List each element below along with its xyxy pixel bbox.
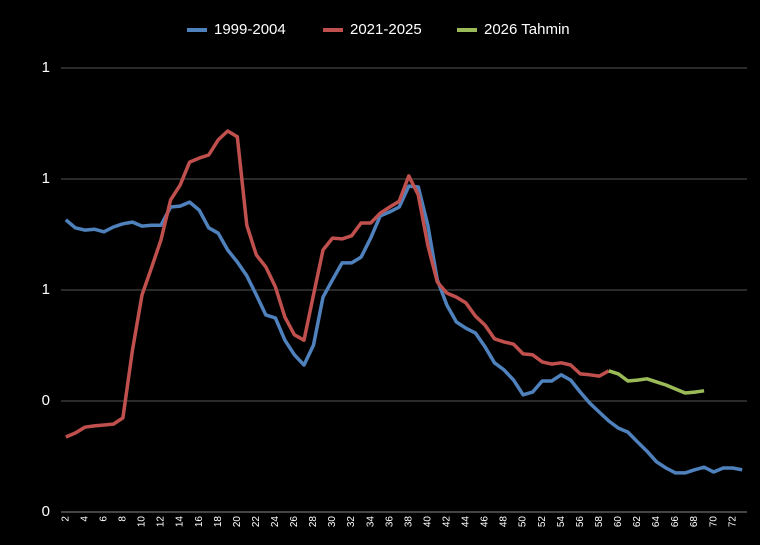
legend-label: 1999-2004: [214, 21, 286, 38]
x-tick-label: 24: [270, 516, 281, 528]
x-tick-label: 70: [708, 516, 719, 528]
x-tick-label: 34: [365, 516, 376, 528]
y-tick-label: 1: [42, 170, 50, 187]
y-tick-label: 0: [42, 503, 50, 520]
x-tick-label: 4: [79, 516, 90, 522]
x-tick-label: 26: [289, 516, 300, 528]
x-tick-label: 16: [194, 516, 205, 528]
x-tick-label: 36: [384, 516, 395, 528]
y-tick-label: 1: [42, 59, 50, 76]
x-tick-label: 18: [213, 516, 224, 528]
y-tick-label: 1: [42, 281, 50, 298]
legend-label: 2021-2025: [350, 21, 422, 38]
x-tick-label: 64: [651, 516, 662, 528]
x-tick-label: 62: [632, 516, 643, 528]
x-tick-label: 46: [480, 516, 491, 528]
x-tick-label: 38: [403, 516, 414, 528]
x-tick-label: 10: [137, 516, 148, 528]
x-tick-label: 40: [422, 516, 433, 528]
x-tick-label: 54: [556, 516, 567, 528]
data-line: [64, 184, 743, 475]
x-tick-label: 52: [537, 516, 548, 528]
x-tick-label: 20: [232, 516, 243, 528]
x-tick-label: 58: [594, 516, 605, 528]
x-tick-label: 6: [99, 516, 110, 522]
x-tick-label: 8: [118, 516, 129, 522]
x-tick-label: 48: [499, 516, 510, 528]
x-tick-label: 32: [346, 516, 357, 528]
x-tick-label: 44: [461, 516, 472, 528]
x-tick-label: 22: [251, 516, 262, 528]
legend-label: 2026 Tahmin: [484, 21, 570, 38]
data-line: [65, 129, 610, 439]
x-tick-label: 66: [670, 516, 681, 528]
x-tick-label: 14: [175, 516, 186, 528]
x-tick-label: 42: [442, 516, 453, 528]
x-tick-label: 60: [613, 516, 624, 528]
x-tick-label: 68: [689, 516, 700, 528]
data-line: [608, 369, 705, 395]
x-tick-label: 12: [156, 516, 167, 528]
x-tick-label: 72: [727, 516, 738, 528]
y-tick-label: 0: [42, 392, 50, 409]
x-tick-label: 28: [308, 516, 319, 528]
x-tick-label: 30: [327, 516, 338, 528]
x-tick-label: 50: [518, 516, 529, 528]
x-tick-label: 56: [575, 516, 586, 528]
x-tick-label: 2: [60, 516, 71, 522]
